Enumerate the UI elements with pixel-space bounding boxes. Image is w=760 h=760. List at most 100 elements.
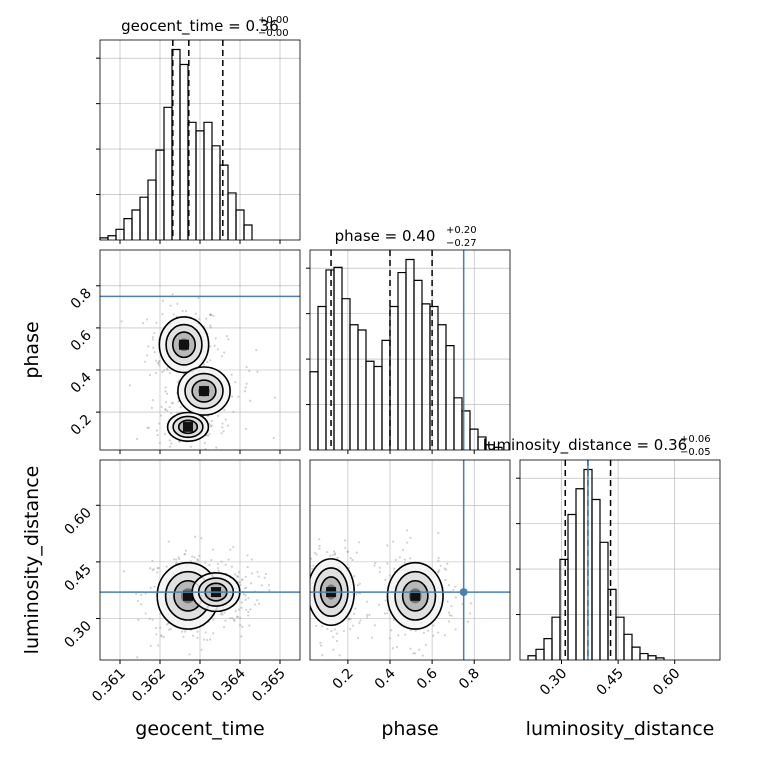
scatter-point-geocent_time-vs-luminosity_distance — [196, 558, 199, 561]
ylabel-phase: phase — [21, 321, 43, 378]
scatter-point-geocent_time-vs-luminosity_distance — [240, 606, 243, 609]
scatter-point-geocent_time-vs-luminosity_distance — [144, 592, 147, 595]
scatter-point-phase-vs-luminosity_distance — [395, 645, 399, 649]
scatter-point-phase-vs-luminosity_distance — [437, 556, 440, 560]
scatter-point-geocent_time-vs-phase — [212, 314, 215, 317]
scatter-point-phase-vs-luminosity_distance — [393, 567, 396, 570]
scatter-point-geocent_time-vs-luminosity_distance — [239, 583, 242, 587]
scatter-point-phase-vs-luminosity_distance — [437, 559, 440, 562]
scatter-point-geocent_time-vs-phase — [244, 427, 248, 431]
scatter-point-geocent_time-vs-luminosity_distance — [244, 594, 247, 597]
hist-frame-luminosity_distance — [519, 459, 721, 661]
ytick-label-phase-2: 0.6 — [68, 327, 95, 354]
scatter-point-geocent_time-vs-luminosity_distance — [191, 634, 195, 637]
scatter-point-geocent_time-vs-luminosity_distance — [151, 618, 154, 621]
hist-bar-luminosity_distance-15 — [639, 652, 649, 660]
xlabel-geocent-time: geocent_time — [135, 718, 264, 740]
xtick-label-geocent_time-4: 0.365 — [249, 666, 289, 706]
scatter-point-phase-vs-luminosity_distance — [450, 614, 453, 617]
scatter-point-phase-vs-luminosity_distance — [365, 600, 369, 603]
scatter-point-geocent_time-vs-luminosity_distance — [212, 632, 215, 635]
scatter-point-phase-vs-luminosity_distance — [466, 620, 470, 623]
scatter-point-phase-vs-luminosity_distance — [325, 550, 329, 554]
scatter-point-phase-vs-luminosity_distance — [378, 566, 381, 569]
scatter-point-geocent_time-vs-phase — [215, 446, 218, 449]
scatter-point-phase-vs-luminosity_distance — [403, 558, 407, 561]
scatter-point-geocent_time-vs-phase — [156, 433, 159, 437]
scatter-point-geocent_time-vs-luminosity_distance — [208, 564, 211, 567]
scatter-point-phase-vs-luminosity_distance — [303, 612, 305, 614]
hist-bar-luminosity_distance-12 — [615, 616, 625, 660]
hist-bar-phase-11 — [397, 271, 407, 450]
scatter-point-geocent_time-vs-phase — [208, 432, 211, 435]
scatter-point-geocent_time-vs-luminosity_distance — [183, 553, 186, 556]
scatter-point-geocent_time-vs-luminosity_distance — [236, 575, 240, 578]
hist-bar-phase-12 — [405, 258, 415, 450]
scatter-point-phase-vs-luminosity_distance — [356, 583, 360, 587]
scatter-point-phase-vs-luminosity_distance — [292, 603, 294, 605]
scatter-point-phase-vs-luminosity_distance — [373, 624, 376, 627]
hist-bar-geocent_time-5 — [139, 196, 149, 240]
scatter-point-geocent_time-vs-luminosity_distance — [247, 597, 250, 600]
scatter-point-geocent_time-vs-phase — [179, 406, 182, 409]
hist-bar-geocent_time-10 — [179, 63, 189, 240]
scatter-point-phase-vs-luminosity_distance — [409, 536, 412, 539]
scatter-point-phase-vs-luminosity_distance — [332, 648, 335, 651]
scatter-point-geocent_time-vs-luminosity_distance — [135, 592, 138, 595]
scatter-point-geocent_time-vs-phase — [225, 335, 229, 338]
scatter-point-geocent_time-vs-phase — [162, 369, 166, 372]
scatter-point-phase-vs-luminosity_distance — [413, 652, 417, 655]
scatter-point-geocent_time-vs-phase — [151, 336, 155, 339]
scatter-point-geocent_time-vs-luminosity_distance — [155, 633, 158, 636]
scatter-point-phase-vs-luminosity_distance — [391, 647, 394, 650]
hist-frame-geocent_time — [99, 39, 301, 241]
ytick-label-luminosity_distance-1: 0.45 — [61, 561, 94, 594]
scatter-point-geocent_time-vs-phase — [158, 422, 161, 425]
scatter-point-geocent_time-vs-phase — [248, 369, 251, 373]
hist-bar-phase-10 — [389, 305, 399, 450]
hist-bar-phase-18 — [453, 397, 463, 450]
scatter-point-phase-vs-luminosity_distance — [394, 558, 397, 562]
scatter-point-geocent_time-vs-phase — [206, 360, 209, 364]
xtick-label-geocent_time-0: 0.361 — [89, 666, 129, 706]
scatter-point-phase-vs-luminosity_distance — [444, 568, 447, 571]
scatter-point-geocent_time-vs-luminosity_distance — [151, 559, 154, 562]
scatter-point-phase-vs-luminosity_distance — [421, 654, 424, 657]
xtick-label-luminosity_distance-1: 0.45 — [594, 666, 627, 699]
scatter-point-geocent_time-vs-luminosity_distance — [242, 593, 246, 596]
scatter-point-geocent_time-vs-phase — [166, 368, 169, 371]
scatter-point-phase-vs-luminosity_distance — [355, 551, 358, 554]
scatter-point-phase-vs-luminosity_distance — [444, 578, 447, 582]
scatter-point-geocent_time-vs-luminosity_distance — [204, 561, 207, 564]
hist-bar-phase-5 — [349, 324, 359, 450]
scatter-point-geocent_time-vs-phase — [243, 390, 247, 393]
scatter-point-phase-vs-luminosity_distance — [349, 628, 352, 631]
scatter-point-phase-vs-luminosity_distance — [304, 637, 306, 639]
hist-bar-phase-4 — [341, 298, 351, 450]
scatter-point-geocent_time-vs-luminosity_distance — [165, 565, 168, 568]
scatter-point-geocent_time-vs-luminosity_distance — [239, 623, 242, 627]
scatter-point-geocent_time-vs-phase — [161, 299, 165, 302]
hist-bar-luminosity_distance-10 — [599, 541, 609, 660]
scatter-point-geocent_time-vs-phase — [272, 436, 275, 440]
scatter-point-phase-vs-luminosity_distance — [335, 632, 338, 635]
hist-bar-luminosity_distance-13 — [623, 633, 633, 660]
scatter-point-phase-vs-luminosity_distance — [392, 618, 395, 621]
scatter-point-phase-vs-luminosity_distance — [454, 596, 457, 599]
xtick-label-luminosity_distance-2: 0.60 — [650, 666, 683, 699]
xlabel-phase: phase — [381, 718, 438, 740]
hist-bar-luminosity_distance-5 — [559, 558, 569, 660]
scatter-point-geocent_time-vs-luminosity_distance — [251, 572, 254, 575]
title-phase-sup: +0.20 — [446, 225, 477, 236]
hist-bar-luminosity_distance-17 — [655, 657, 665, 660]
panel-phase-vs-luminosity_distance — [292, 529, 472, 657]
scatter-point-geocent_time-vs-luminosity_distance — [245, 608, 248, 611]
xtick-label-geocent_time-3: 0.364 — [209, 665, 249, 705]
scatter-point-geocent_time-vs-phase — [152, 346, 155, 349]
scatter-point-geocent_time-vs-luminosity_distance — [219, 612, 223, 616]
scatter-point-phase-vs-luminosity_distance — [469, 612, 472, 615]
scatter-point-phase-vs-luminosity_distance — [326, 627, 329, 631]
scatter-point-phase-vs-luminosity_distance — [313, 551, 317, 555]
scatter-point-geocent_time-vs-luminosity_distance — [140, 593, 143, 596]
scatter-point-phase-vs-luminosity_distance — [358, 621, 361, 624]
